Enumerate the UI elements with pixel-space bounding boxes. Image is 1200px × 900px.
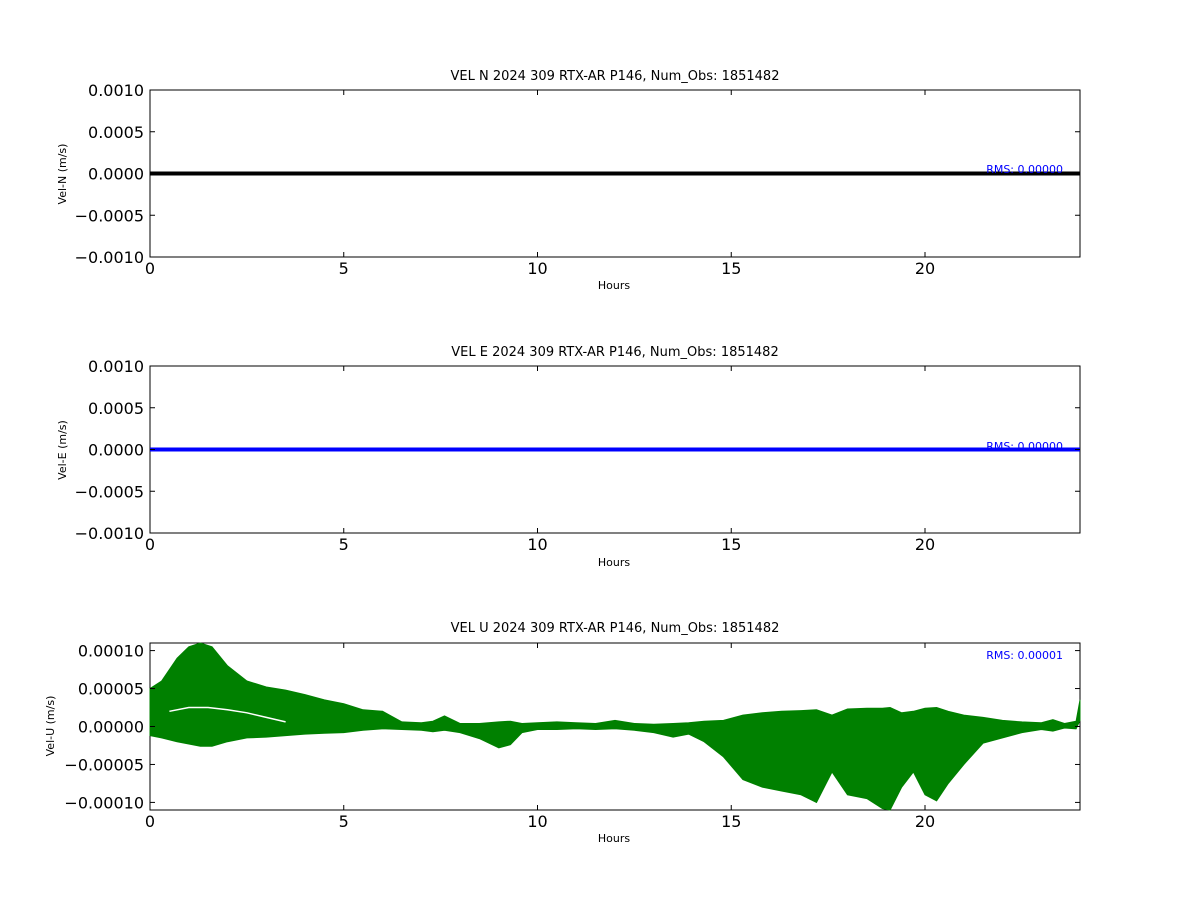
y-tick-label: 0.0000 bbox=[88, 165, 144, 184]
x-tick-label: 15 bbox=[721, 259, 741, 278]
y-tick-label: 0.0000 bbox=[88, 441, 144, 460]
panel-title: VEL U 2024 309 RTX-AR P146, Num_Obs: 185… bbox=[451, 621, 780, 636]
x-tick-label: 20 bbox=[915, 259, 935, 278]
y-tick-label: 0.00010 bbox=[78, 642, 144, 661]
x-tick-label: 5 bbox=[339, 259, 349, 278]
x-axis-label: Hours bbox=[598, 279, 630, 292]
y-tick-label: 0.0010 bbox=[88, 81, 144, 100]
xtick-layer: 0 5 10 15 20 bbox=[145, 366, 935, 554]
x-tick-label: 0 bbox=[145, 535, 155, 554]
vel-u-inner-band bbox=[169, 706, 286, 723]
y-axis-label: Vel-N (m/s) bbox=[56, 144, 69, 205]
x-tick-label: 10 bbox=[527, 535, 547, 554]
xtick-layer: 0 5 10 15 20 bbox=[145, 90, 935, 278]
x-axis-label: Hours bbox=[598, 556, 630, 569]
x-tick-label: 10 bbox=[527, 812, 547, 831]
y-tick-label: −0.0010 bbox=[75, 248, 144, 267]
y-tick-label: 0.0005 bbox=[88, 399, 144, 418]
panel-vel-u: VEL U 2024 309 RTX-AR P146, Num_Obs: 185… bbox=[44, 621, 1081, 845]
y-axis-label: Vel-U (m/s) bbox=[44, 696, 57, 757]
rms-annotation: RMS: 0.00000 bbox=[986, 440, 1063, 453]
rms-annotation: RMS: 0.00000 bbox=[986, 163, 1063, 176]
ytick-layer: 0.00010 0.00005 0.00000 −0.00005 −0.00010 bbox=[64, 642, 1080, 812]
x-tick-label: 15 bbox=[721, 812, 741, 831]
y-tick-label: 0.0005 bbox=[88, 123, 144, 142]
x-tick-label: 5 bbox=[339, 812, 349, 831]
rms-annotation: RMS: 0.00001 bbox=[986, 649, 1063, 662]
y-tick-label: −0.00010 bbox=[64, 793, 144, 812]
xtick-layer: 0 5 10 15 20 bbox=[145, 643, 935, 831]
x-tick-label: 5 bbox=[339, 535, 349, 554]
y-tick-label: −0.00005 bbox=[64, 755, 144, 774]
x-tick-label: 0 bbox=[145, 812, 155, 831]
x-tick-label: 15 bbox=[721, 535, 741, 554]
x-tick-label: 10 bbox=[527, 259, 547, 278]
x-axis-label: Hours bbox=[598, 832, 630, 845]
y-axis-label: Vel-E (m/s) bbox=[56, 420, 69, 480]
panel-title: VEL N 2024 309 RTX-AR P146, Num_Obs: 185… bbox=[451, 69, 780, 84]
y-tick-label: 0.00005 bbox=[78, 680, 144, 699]
ytick-layer: 0.0010 0.0005 0.0000 −0.0005 −0.0010 bbox=[75, 357, 1080, 543]
ytick-layer: 0.0010 0.0005 0.0000 −0.0005 −0.0010 bbox=[75, 81, 1080, 267]
series-layer bbox=[149, 642, 1081, 811]
panel-vel-e: VEL E 2024 309 RTX-AR P146, Num_Obs: 185… bbox=[56, 345, 1081, 569]
y-tick-label: −0.0005 bbox=[75, 482, 144, 501]
vel-u-envelope bbox=[149, 642, 1081, 811]
y-tick-label: −0.0010 bbox=[75, 524, 144, 543]
y-tick-label: 0.00000 bbox=[78, 718, 144, 737]
y-tick-label: −0.0005 bbox=[75, 206, 144, 225]
y-tick-label: 0.0010 bbox=[88, 357, 144, 376]
panel-title: VEL E 2024 309 RTX-AR P146, Num_Obs: 185… bbox=[451, 345, 778, 360]
x-tick-label: 20 bbox=[915, 535, 935, 554]
x-tick-label: 0 bbox=[145, 259, 155, 278]
panel-vel-n: VEL N 2024 309 RTX-AR P146, Num_Obs: 185… bbox=[56, 69, 1081, 292]
x-tick-label: 20 bbox=[915, 812, 935, 831]
